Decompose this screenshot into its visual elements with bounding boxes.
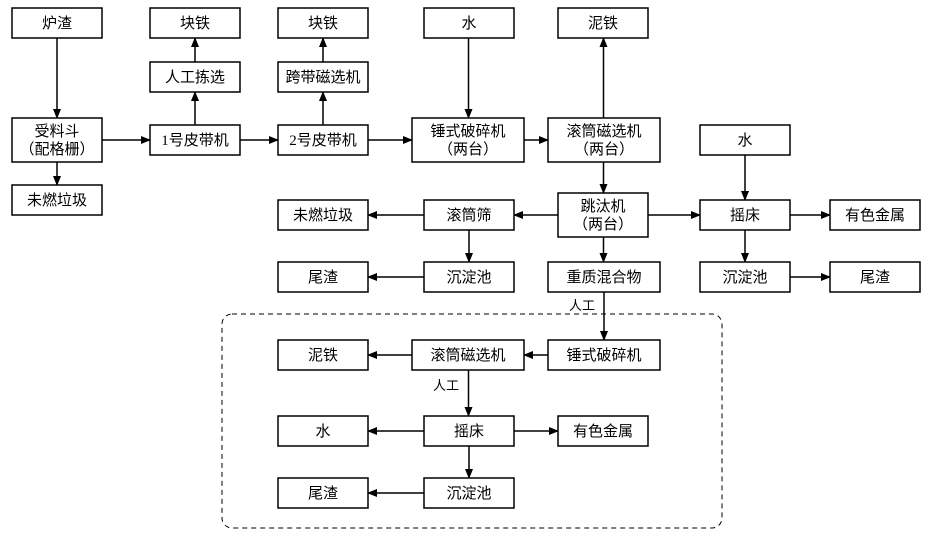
node-label: 摇床	[454, 423, 484, 440]
node-n24: 尾渣	[830, 262, 920, 292]
node-n21: 沉淀池	[424, 262, 514, 292]
node-label: 跨带磁选机	[285, 69, 360, 86]
node-label: 1号皮带机	[161, 132, 229, 149]
node-n23: 沉淀池	[700, 262, 790, 292]
node-n02: 块铁	[150, 8, 240, 38]
node-label: 重质混合物	[566, 269, 641, 286]
node-n08: 受料斗（配格栅）	[12, 118, 102, 162]
node-n01: 炉渣	[12, 8, 102, 38]
node-n06: 人工拣选	[150, 62, 240, 92]
node-n19: 有色金属	[830, 200, 920, 230]
node-n25: 泥铁	[278, 340, 368, 370]
node-n20: 尾渣	[278, 262, 368, 292]
node-n31: 尾渣	[278, 478, 368, 508]
node-label: 泥铁	[588, 15, 618, 32]
node-label: 沉淀池	[446, 269, 491, 286]
node-label: 尾渣	[308, 485, 338, 502]
node-label: 锤式破碎机	[566, 347, 641, 364]
node-n10: 2号皮带机	[278, 125, 368, 155]
node-n29: 摇床	[424, 416, 514, 446]
node-label: 泥铁	[308, 347, 338, 364]
node-label: 受料斗	[34, 123, 79, 140]
node-label: （两台）	[573, 216, 633, 233]
node-n03: 块铁	[278, 8, 368, 38]
node-n30: 有色金属	[558, 416, 648, 446]
node-label: （两台）	[438, 141, 498, 158]
node-n16: 滚筒筛	[424, 200, 514, 230]
node-n11: 锤式破碎机（两台）	[412, 118, 524, 162]
node-label: （配格栅）	[19, 141, 94, 158]
node-label: 水	[461, 15, 476, 32]
node-label: 滚筒筛	[446, 207, 491, 224]
node-n15: 未燃垃圾	[278, 200, 368, 230]
node-n32: 沉淀池	[424, 478, 514, 508]
node-label: 未燃垃圾	[293, 206, 353, 224]
node-label: 炉渣	[42, 15, 72, 32]
node-label: 有色金属	[845, 207, 905, 224]
node-label: 尾渣	[308, 269, 338, 286]
node-label: 沉淀池	[446, 485, 491, 502]
node-label: 尾渣	[860, 269, 890, 286]
node-label: 未燃垃圾	[27, 191, 87, 209]
node-n17: 跳汰机（两台）	[558, 193, 648, 237]
node-n09: 1号皮带机	[150, 125, 240, 155]
node-label: 滚筒磁选机	[566, 123, 641, 140]
node-label: 跳汰机	[580, 198, 625, 215]
node-n26: 滚筒磁选机	[412, 340, 524, 370]
node-label: 水	[315, 423, 330, 440]
node-label: 块铁	[180, 15, 210, 32]
node-n13: 水	[700, 125, 790, 155]
node-n18: 摇床	[700, 200, 790, 230]
node-label: 块铁	[308, 15, 338, 32]
node-label: 锤式破碎机	[430, 123, 505, 140]
node-n27: 锤式破碎机	[548, 340, 660, 370]
node-label: 滚筒磁选机	[430, 347, 505, 364]
node-n28: 水	[278, 416, 368, 446]
node-label: 水	[737, 132, 752, 149]
edge-label: 人工	[433, 378, 459, 393]
node-label: 沉淀池	[722, 269, 767, 286]
flowchart: 炉渣块铁块铁水泥铁人工拣选跨带磁选机受料斗（配格栅）1号皮带机2号皮带机锤式破碎…	[0, 0, 950, 537]
node-label: （两台）	[574, 141, 634, 158]
edge-label: 人工	[569, 298, 595, 313]
node-label: 有色金属	[573, 423, 633, 440]
node-n22: 重质混合物	[548, 262, 660, 292]
node-label: 人工拣选	[165, 69, 225, 86]
node-n14: 未燃垃圾	[12, 185, 102, 215]
node-n04: 水	[424, 8, 514, 38]
node-label: 2号皮带机	[289, 132, 357, 149]
node-label: 摇床	[730, 207, 760, 224]
node-n12: 滚筒磁选机（两台）	[548, 118, 660, 162]
node-n05: 泥铁	[558, 8, 648, 38]
node-n07: 跨带磁选机	[278, 62, 368, 92]
